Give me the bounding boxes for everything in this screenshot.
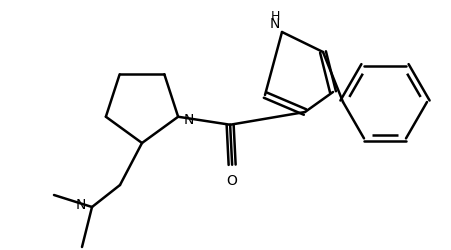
Text: N: N xyxy=(183,112,193,126)
Text: H: H xyxy=(270,10,279,23)
Text: N: N xyxy=(269,17,279,31)
Text: N: N xyxy=(75,197,86,211)
Text: O: O xyxy=(226,173,237,187)
